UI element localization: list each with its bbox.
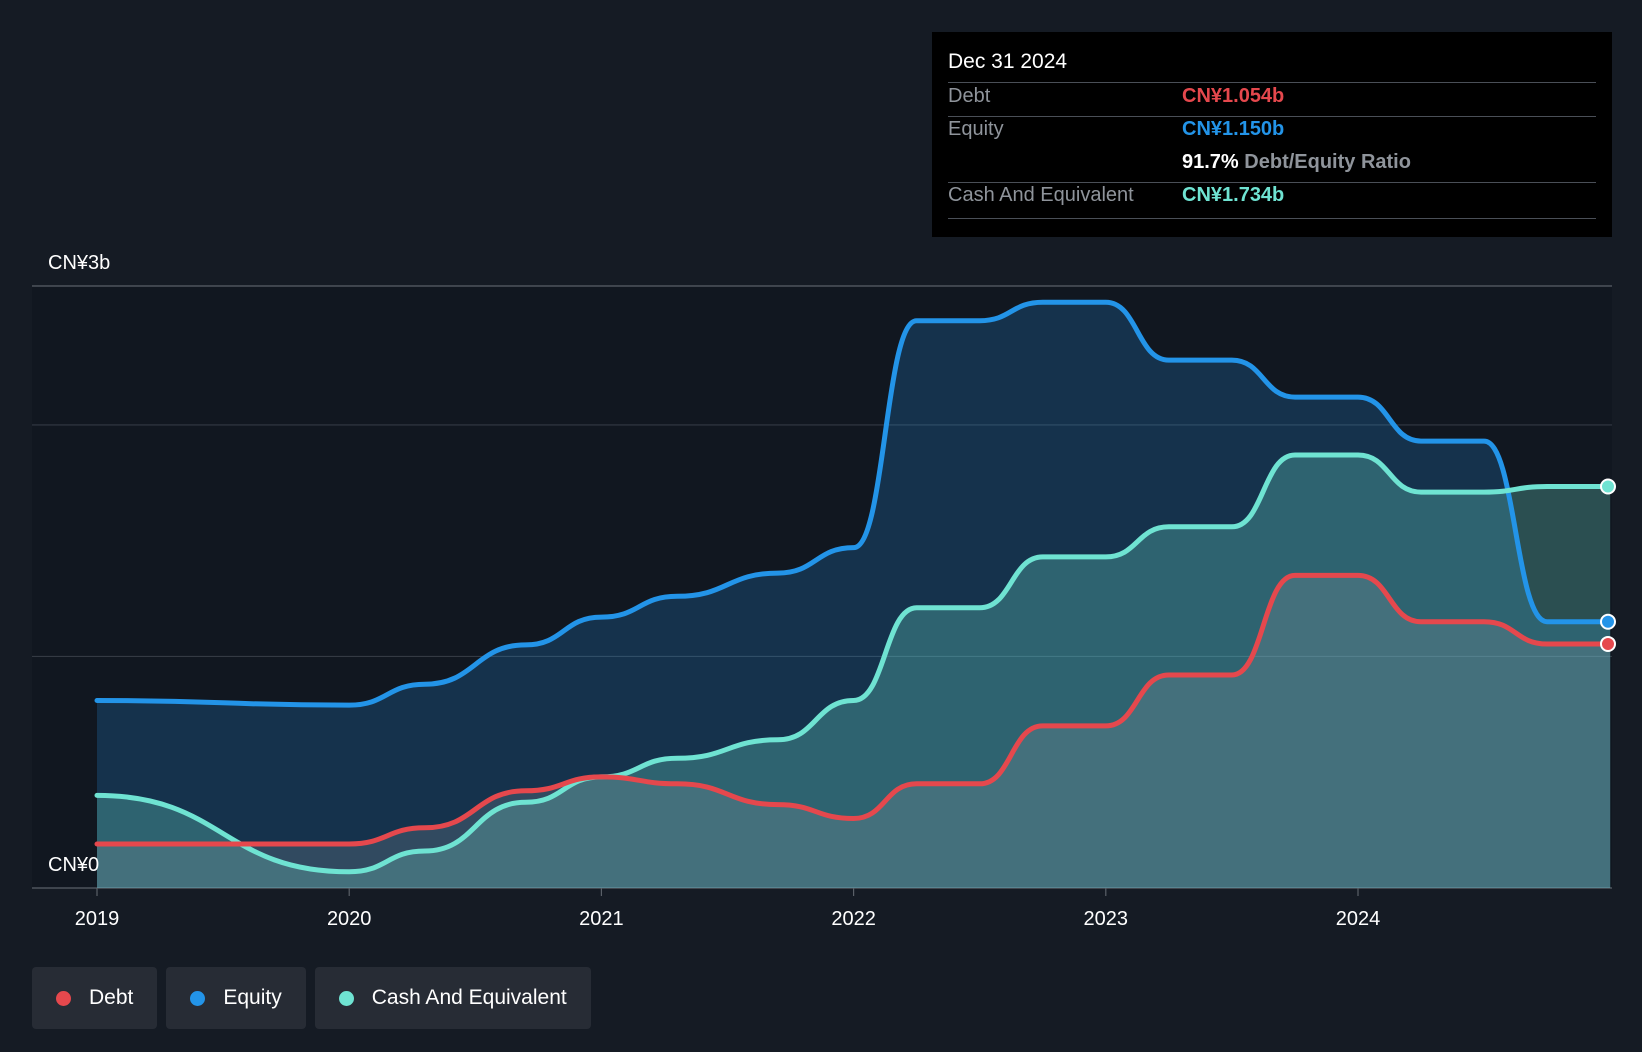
tooltip-cash-label: Cash And Equivalent [948,184,1134,206]
x-tick-label: 2022 [831,908,876,930]
x-tick-label: 2023 [1084,908,1129,930]
x-tick-label: 2024 [1336,908,1381,930]
cash-end-marker [1600,478,1616,495]
tooltip-divider [948,82,1596,83]
plot-background [32,286,1612,888]
equity-end-marker [1600,613,1616,630]
tooltip-divider [948,116,1596,117]
tooltip-equity-value: CN¥1.150b [1182,118,1285,140]
debt-dot-icon [56,990,71,1006]
x-tick-label: 2021 [579,908,624,930]
grid-layer [32,285,1612,889]
legend: Debt Equity Cash And Equivalent [32,967,591,1029]
equity-area [97,302,1611,888]
tooltip-date: Dec 31 2024 [948,50,1068,73]
y-tick-label-bottom: CN¥0 [48,854,99,876]
tooltip-debt-value: CN¥1.054b [1182,85,1285,107]
legend-item-cash[interactable]: Cash And Equivalent [314,967,591,1029]
y-tick-label-top: CN¥3b [48,252,110,274]
tooltip-panel: Dec 31 2024 Debt CN¥1.054b Equity CN¥1.1… [932,32,1612,237]
line-layer [94,299,1613,875]
equity-dot-icon [190,990,206,1006]
legend-equity-label: Equity [223,986,282,1009]
debt-line [94,572,1613,847]
tooltip-equity-label: Equity [948,118,1004,140]
marker-layer [1600,478,1616,652]
debt-end-marker [1600,635,1616,652]
legend-item-equity[interactable]: Equity [166,967,306,1029]
x-axis: 2019 2020 2021 2022 2023 2024 [75,888,1381,930]
tooltip-divider [948,182,1596,183]
tooltip-debt-label: Debt [948,85,991,107]
legend-item-debt[interactable]: Debt [32,967,158,1029]
cash-dot-icon [338,990,354,1006]
cash-line [94,452,1613,875]
tooltip-cash-value: CN¥1.734b [1182,184,1285,206]
equity-line [94,299,1613,708]
legend-debt-label: Debt [89,986,134,1009]
cash-area [97,455,1611,888]
x-tick-label: 2020 [327,908,372,930]
tooltip-ratio-label: Debt/Equity Ratio [1244,151,1411,173]
tooltip-ratio-value: 91.7% [1182,151,1239,173]
legend-cash-label: Cash And Equivalent [371,986,567,1009]
x-tick-label: 2019 [75,908,120,930]
tooltip-divider [948,218,1596,219]
tooltip-ratio: 91.7% Debt/Equity Ratio [1182,151,1411,174]
